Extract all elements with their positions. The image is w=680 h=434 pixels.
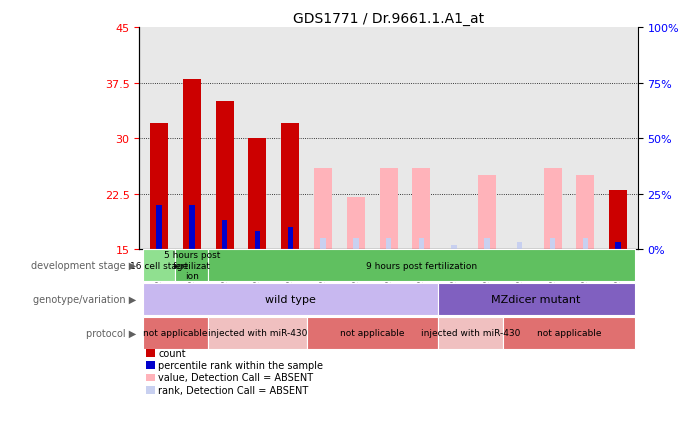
Bar: [379, 168, 398, 250]
Text: 9 hours post fertilization: 9 hours post fertilization: [366, 261, 477, 270]
Bar: [320, 239, 326, 250]
Bar: [307, 317, 438, 349]
Bar: [412, 168, 430, 250]
Title: GDS1771 / Dr.9661.1.A1_at: GDS1771 / Dr.9661.1.A1_at: [293, 12, 484, 26]
Bar: [222, 220, 227, 250]
Text: development stage ▶: development stage ▶: [31, 260, 136, 270]
Bar: [386, 239, 391, 250]
Bar: [478, 176, 496, 250]
Bar: [503, 317, 634, 349]
Bar: [255, 231, 260, 250]
Bar: [347, 198, 365, 250]
Bar: [452, 246, 457, 250]
Text: not applicable: not applicable: [143, 329, 207, 338]
Text: value, Detection Call = ABSENT: value, Detection Call = ABSENT: [158, 373, 313, 382]
Text: genotype/variation ▶: genotype/variation ▶: [33, 294, 136, 304]
Bar: [282, 124, 299, 250]
Bar: [550, 239, 556, 250]
Text: count: count: [158, 349, 186, 358]
Text: MZdicer mutant: MZdicer mutant: [492, 294, 581, 304]
Text: 16 cell stage: 16 cell stage: [130, 261, 188, 270]
Bar: [609, 191, 627, 250]
Bar: [438, 317, 503, 349]
Bar: [216, 102, 234, 250]
Bar: [143, 283, 438, 315]
Bar: [143, 317, 208, 349]
Text: rank, Detection Call = ABSENT: rank, Detection Call = ABSENT: [158, 385, 309, 395]
Bar: [517, 242, 522, 250]
Bar: [419, 239, 424, 250]
Bar: [183, 80, 201, 250]
Text: percentile rank within the sample: percentile rank within the sample: [158, 361, 324, 370]
Bar: [175, 250, 208, 281]
Text: injected with miR-430: injected with miR-430: [208, 329, 307, 338]
Bar: [150, 124, 168, 250]
Bar: [583, 239, 588, 250]
Bar: [288, 227, 293, 250]
Bar: [543, 168, 562, 250]
Bar: [143, 250, 175, 281]
Bar: [438, 283, 634, 315]
Text: protocol ▶: protocol ▶: [86, 328, 136, 338]
Bar: [484, 239, 490, 250]
Bar: [189, 205, 194, 250]
Bar: [353, 239, 358, 250]
Text: not applicable: not applicable: [537, 329, 601, 338]
Bar: [208, 317, 307, 349]
Bar: [248, 139, 267, 250]
Bar: [577, 176, 594, 250]
Text: injected with miR-430: injected with miR-430: [421, 329, 520, 338]
Bar: [615, 242, 621, 250]
Text: 5 hours post
fertilizat
ion: 5 hours post fertilizat ion: [164, 250, 220, 280]
Text: not applicable: not applicable: [340, 329, 405, 338]
Text: wild type: wild type: [265, 294, 316, 304]
Bar: [156, 205, 162, 250]
Bar: [208, 250, 634, 281]
Bar: [314, 168, 332, 250]
